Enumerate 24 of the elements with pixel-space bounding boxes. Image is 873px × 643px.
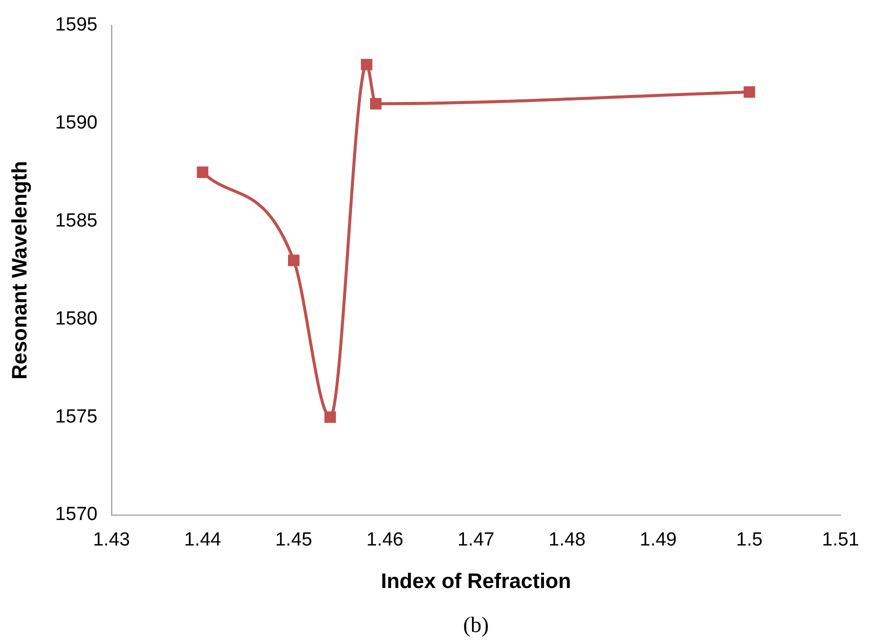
point: [324, 411, 336, 423]
point: [360, 58, 372, 70]
y-tick-label: 1590: [55, 112, 98, 134]
x-tick-label: 1.43: [92, 530, 130, 551]
point: [288, 254, 300, 266]
y-tick-label: 1585: [55, 210, 98, 232]
x-tick-label: 1.5: [736, 530, 763, 551]
x-tick-label: 1.48: [548, 530, 586, 551]
text: (b): [463, 612, 489, 637]
point: [196, 166, 208, 178]
x-tick-label: 1.46: [366, 530, 404, 551]
x-axis-title: Index of Refraction: [380, 570, 572, 594]
point: [370, 98, 382, 110]
x-tick-label: 1.51: [822, 530, 859, 551]
x-tick-label: 1.49: [640, 530, 677, 551]
x-tick-label: 1.47: [457, 530, 494, 551]
y-axis-title: Resonant Wavelength: [8, 160, 32, 380]
point: [744, 86, 756, 98]
y-tick-label: 1595: [55, 14, 98, 36]
y-tick-label: 1575: [55, 406, 98, 428]
y-tick-label: 1570: [55, 504, 98, 526]
x-tick-label: 1.45: [275, 530, 312, 551]
x-tick-label: 1.44: [184, 530, 222, 551]
y-tick-label: 1580: [55, 308, 98, 330]
